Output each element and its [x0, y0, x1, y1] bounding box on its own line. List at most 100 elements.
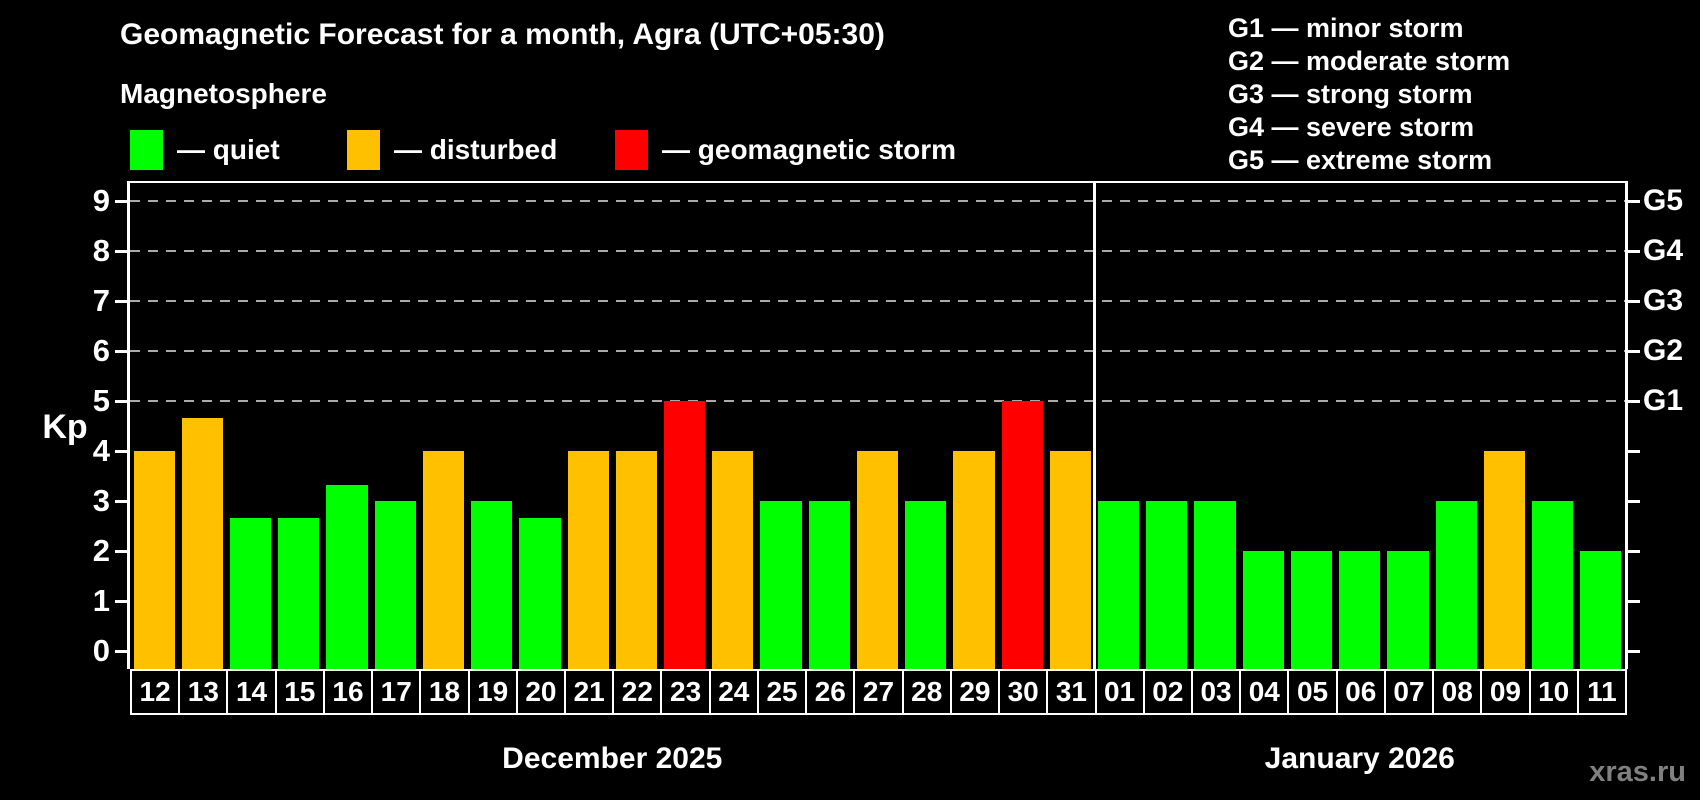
date-cell-12: 12 [130, 669, 181, 715]
kp-bar-day-09 [1483, 451, 1526, 669]
kp-bar-day-01 [1098, 501, 1140, 669]
date-cell-20: 20 [515, 669, 567, 715]
kp-bar-day-11 [1580, 551, 1622, 669]
date-cell-30: 30 [998, 669, 1049, 715]
quiet-swatch-icon [130, 130, 163, 170]
right-axis-tick [1628, 400, 1640, 403]
gridline-kp9 [130, 200, 1625, 202]
date-cell-10: 10 [1528, 669, 1579, 715]
kp-bar-day-13 [181, 417, 223, 669]
left-axis-tick [115, 500, 127, 503]
kp-bar-day-22 [615, 451, 657, 669]
gridline-kp8 [130, 250, 1625, 252]
left-axis-tick [115, 400, 127, 403]
left-axis-tick [115, 250, 127, 253]
legend-item-storm: — geomagnetic storm [615, 130, 956, 170]
right-axis-tick [1628, 650, 1640, 653]
date-cell-14: 14 [226, 669, 277, 715]
g5-legend-line: G5 — extreme storm [1228, 145, 1493, 175]
date-cell-25: 25 [756, 669, 808, 715]
date-cell-16: 16 [322, 669, 374, 715]
date-cell-02: 02 [1142, 669, 1193, 715]
left-axis-tick [115, 650, 127, 653]
gridline-kp6 [130, 350, 1625, 352]
right-axis-tick [1628, 500, 1640, 503]
date-cell-11: 11 [1576, 669, 1627, 715]
y-tick-label: 8 [92, 233, 110, 268]
kp-bar-day-10 [1532, 501, 1574, 669]
kp-bar-day-30 [1001, 401, 1043, 669]
legend-label-storm: — geomagnetic storm [662, 134, 957, 165]
gridline-kp7 [130, 300, 1625, 302]
kp-bar-day-16 [326, 484, 368, 669]
kp-bar-day-17 [374, 501, 416, 669]
date-cell-07: 07 [1383, 669, 1435, 715]
right-axis-tick [1628, 250, 1640, 253]
kp-bar-day-26 [808, 501, 850, 669]
kp-bar-day-04 [1242, 551, 1284, 669]
plot-border-top [127, 181, 1628, 183]
page-title: Geomagnetic Forecast for a month, Agra (… [120, 18, 885, 51]
kp-bar-day-15 [278, 517, 320, 669]
kp-bar-day-29 [953, 451, 995, 669]
right-axis-tick [1628, 550, 1640, 553]
chart-subtitle: Magnetosphere [120, 78, 327, 109]
date-cell-24: 24 [708, 669, 759, 715]
legend-label-quiet: — quiet [177, 134, 280, 165]
kp-bar-day-12 [133, 451, 175, 669]
kp-bar-day-08 [1435, 501, 1477, 669]
month-label-december: December 2025 [502, 742, 723, 775]
date-cell-28: 28 [901, 669, 952, 715]
kp-bar-day-20 [519, 517, 561, 669]
storm-swatch-icon [615, 130, 648, 170]
watermark: xras.ru [1589, 756, 1686, 788]
g-axis-label-g3: G3 [1643, 284, 1684, 317]
kp-bar-day-28 [905, 501, 947, 669]
plot-border-right [1625, 181, 1628, 669]
kp-bar-day-06 [1339, 551, 1381, 669]
legend-item-quiet: — quiet [130, 130, 280, 170]
kp-bar-day-05 [1290, 551, 1333, 669]
y-tick-label: 7 [92, 283, 110, 318]
kp-bar-day-31 [1049, 451, 1091, 669]
date-cell-17: 17 [371, 669, 422, 715]
date-cell-21: 21 [564, 669, 615, 715]
date-cell-06: 06 [1335, 669, 1386, 715]
right-axis-tick [1628, 350, 1640, 353]
y-tick-label: 1 [92, 583, 110, 618]
date-cell-15: 15 [274, 669, 325, 715]
right-axis-tick [1628, 300, 1640, 303]
legend-label-disturbed: — disturbed [394, 134, 558, 165]
g-scale-legend: G1 — minor storm G2 — moderate storm G3 … [1228, 12, 1510, 177]
kp-bar-day-19 [471, 501, 513, 669]
kp-bar-day-18 [422, 451, 465, 669]
kp-bar-day-03 [1194, 501, 1236, 669]
date-cell-09: 09 [1480, 669, 1531, 715]
kp-bar-day-21 [567, 451, 609, 669]
date-cell-18: 18 [419, 669, 470, 715]
legend-item-disturbed: — disturbed [347, 130, 557, 170]
date-cell-01: 01 [1094, 669, 1145, 715]
kp-bar-day-23 [663, 401, 706, 669]
y-tick-label: 5 [92, 383, 110, 418]
g3-legend-line: G3 — strong storm [1228, 79, 1473, 109]
right-axis-tick [1628, 450, 1640, 453]
y-tick-label: 3 [92, 483, 110, 518]
date-cell-08: 08 [1432, 669, 1483, 715]
date-cell-27: 27 [853, 669, 904, 715]
kp-bar-day-27 [856, 451, 899, 669]
date-cell-31: 31 [1046, 669, 1097, 715]
left-axis-tick [115, 350, 127, 353]
g2-legend-line: G2 — moderate storm [1228, 46, 1511, 76]
kp-bar-day-14 [229, 517, 272, 669]
y-tick-label: 6 [92, 333, 110, 368]
g-axis-label-g1: G1 [1643, 384, 1684, 417]
kp-bar-day-02 [1146, 501, 1188, 669]
left-axis-tick [115, 300, 127, 303]
left-axis-tick [115, 550, 127, 553]
g1-legend-line: G1 — minor storm [1228, 13, 1464, 43]
g4-legend-line: G4 — severe storm [1228, 112, 1475, 142]
date-cell-22: 22 [612, 669, 663, 715]
right-axis-tick [1628, 600, 1640, 603]
